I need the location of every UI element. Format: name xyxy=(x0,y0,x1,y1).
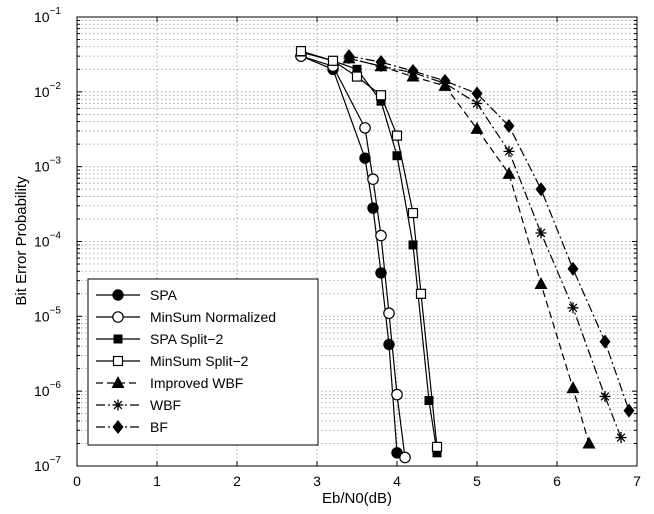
data-point xyxy=(599,334,611,349)
data-point xyxy=(471,86,483,101)
data-point xyxy=(535,182,547,197)
series-layer xyxy=(295,46,635,464)
x-tick-label: 0 xyxy=(73,473,81,489)
data-point xyxy=(375,90,387,101)
data-point xyxy=(407,63,419,78)
data-point xyxy=(375,55,387,70)
data-point xyxy=(399,451,411,464)
legend-entry: SPA xyxy=(96,287,178,303)
data-point xyxy=(566,381,580,394)
data-point xyxy=(599,390,611,402)
data-point xyxy=(351,71,363,82)
data-point xyxy=(407,207,419,219)
series-line xyxy=(348,57,622,438)
data-point xyxy=(470,121,484,134)
legend-entry: MinSum Normalized xyxy=(96,309,276,325)
data-point xyxy=(503,118,515,133)
data-point xyxy=(415,288,427,299)
data-point xyxy=(567,261,579,276)
series-3 xyxy=(295,46,443,452)
legend-label: SPA xyxy=(150,287,178,303)
data-point xyxy=(502,166,516,179)
data-point xyxy=(327,55,339,66)
legend-label: WBF xyxy=(150,397,181,413)
data-point xyxy=(383,307,395,320)
y-tick-label: 10−1 xyxy=(34,6,61,25)
legend-marker xyxy=(112,420,124,434)
ticks xyxy=(76,17,638,466)
y-tick-label: 10−5 xyxy=(34,305,61,324)
legend-entry: SPA Split−2 xyxy=(96,331,224,347)
data-point xyxy=(343,49,355,64)
data-point xyxy=(408,240,418,250)
legend-label: SPA Split−2 xyxy=(150,331,224,347)
data-point xyxy=(375,267,387,279)
y-tick-label: 10−3 xyxy=(34,156,61,175)
data-point xyxy=(367,173,379,186)
data-point xyxy=(439,73,451,88)
data-point xyxy=(582,436,596,449)
data-point xyxy=(391,388,403,401)
legend-label: MinSum Normalized xyxy=(150,309,276,325)
data-point xyxy=(623,403,635,418)
y-axis-label: Bit Error Probability xyxy=(13,176,30,306)
series-6 xyxy=(343,49,635,418)
series-line xyxy=(348,57,590,444)
data-point xyxy=(535,227,547,239)
data-point xyxy=(375,229,387,242)
legend-entry: Improved WBF xyxy=(96,375,243,391)
data-point xyxy=(376,96,386,106)
series-line xyxy=(348,55,630,411)
legend-label: BF xyxy=(150,419,168,435)
data-point xyxy=(359,122,371,134)
data-point xyxy=(391,130,403,141)
x-tick-label: 6 xyxy=(553,473,561,489)
data-point xyxy=(424,396,434,406)
y-tick-label: 10−4 xyxy=(34,231,61,250)
legend-label: MinSum Split−2 xyxy=(150,353,249,369)
legend-entry: WBF xyxy=(96,397,181,413)
legend-entry: MinSum Split−2 xyxy=(96,353,249,369)
legend-marker xyxy=(113,334,123,344)
legend-marker xyxy=(112,311,124,323)
data-point xyxy=(392,151,402,161)
x-tick-label: 3 xyxy=(313,473,321,489)
x-tick-label: 2 xyxy=(233,473,241,489)
x-tick-label: 7 xyxy=(633,473,641,489)
legend-marker xyxy=(112,289,124,301)
legend-label: Improved WBF xyxy=(150,375,243,391)
data-point xyxy=(352,64,362,74)
data-point xyxy=(431,441,443,452)
series-line xyxy=(300,55,406,458)
data-point xyxy=(567,302,579,314)
legend-box xyxy=(87,278,319,446)
legend-marker xyxy=(112,355,124,367)
x-axis-label: Eb/N0(dB) xyxy=(322,490,392,507)
x-tick-label: 5 xyxy=(473,473,481,489)
data-point xyxy=(367,202,379,214)
y-tick-label: 10−7 xyxy=(34,455,61,474)
y-tick-label: 10−2 xyxy=(34,81,61,100)
y-tick-label: 10−6 xyxy=(34,380,61,399)
legend-entry: BF xyxy=(96,419,168,435)
legend: SPA MinSum Normalized SPA Split−2 MinSum Sp… xyxy=(87,278,319,446)
legend-marker xyxy=(111,376,125,388)
data-point xyxy=(503,145,515,157)
data-point xyxy=(471,97,483,109)
data-point xyxy=(295,46,307,57)
x-tick-label: 4 xyxy=(393,473,401,489)
x-tick-label: 1 xyxy=(153,473,161,489)
legend-marker xyxy=(112,399,124,411)
data-point xyxy=(615,432,627,444)
data-point xyxy=(432,448,442,458)
data-point xyxy=(534,277,548,290)
